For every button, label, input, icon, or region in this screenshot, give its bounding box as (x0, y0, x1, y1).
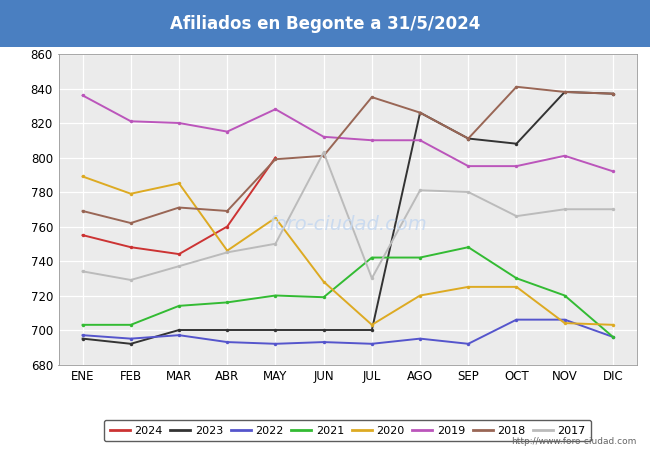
Text: http://www.foro-ciudad.com: http://www.foro-ciudad.com (512, 436, 637, 446)
Text: Afiliados en Begonte a 31/5/2024: Afiliados en Begonte a 31/5/2024 (170, 14, 480, 33)
Legend: 2024, 2023, 2022, 2021, 2020, 2019, 2018, 2017: 2024, 2023, 2022, 2021, 2020, 2019, 2018… (104, 420, 592, 441)
Text: foro-ciudad.com: foro-ciudad.com (268, 215, 427, 234)
